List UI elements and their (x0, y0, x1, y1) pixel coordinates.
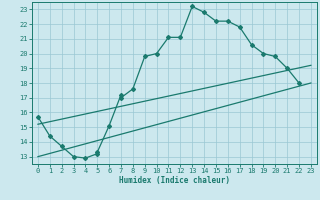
X-axis label: Humidex (Indice chaleur): Humidex (Indice chaleur) (119, 176, 230, 185)
